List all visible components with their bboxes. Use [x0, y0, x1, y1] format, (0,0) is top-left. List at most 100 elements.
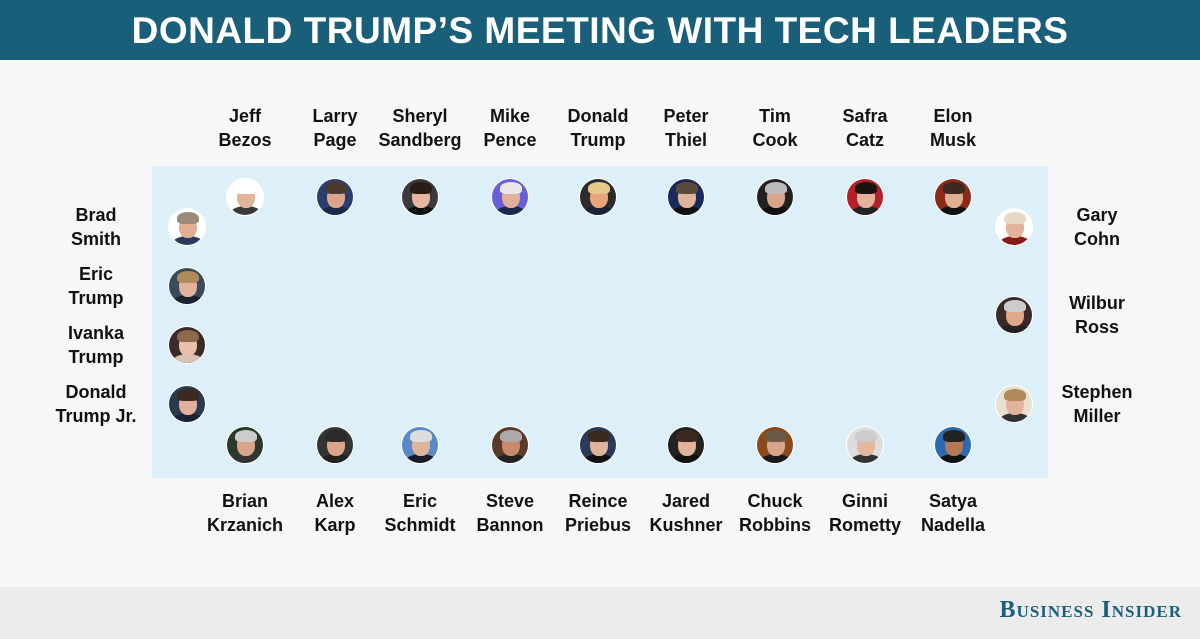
name-line-1: Ivanka — [67, 323, 125, 343]
name-line-2: Trump — [68, 288, 124, 308]
name-stephen-miller: Stephen Miller — [1042, 380, 1152, 428]
brand-logo: Business Insider — [999, 597, 1182, 623]
name-jared-kushner: Jared Kushner — [631, 489, 741, 537]
name-line-1: Gary — [1076, 205, 1118, 225]
avatar-brian-krzanich — [226, 426, 264, 464]
page-title: DONALD TRUMP’S MEETING WITH TECH LEADERS — [131, 9, 1069, 51]
name-line-1: Chuck — [747, 491, 803, 511]
name-mike-pence: Mike Pence — [455, 104, 565, 152]
avatar-ginni-rometty — [846, 426, 884, 464]
name-gary-cohn: Gary Cohn — [1042, 203, 1152, 251]
avatar-gary-cohn — [995, 208, 1033, 246]
avatar-peter-thiel — [667, 178, 705, 216]
name-line-1: Mike — [489, 106, 531, 126]
name-line-2: Catz — [845, 130, 884, 150]
name-line-2: Bezos — [218, 130, 272, 150]
name-line-2: Cook — [752, 130, 798, 150]
avatar-sheryl-sandberg — [401, 178, 439, 216]
name-line-1: Donald — [567, 106, 629, 126]
name-ginni-rometty: Ginni Rometty — [810, 489, 920, 537]
name-donald-trump: Donald Trump — [543, 104, 653, 152]
name-line-1: Wilbur — [1069, 293, 1125, 313]
name-line-1: Safra — [842, 106, 888, 126]
name-line-2: Smith — [70, 229, 121, 249]
avatar-steve-bannon — [491, 426, 529, 464]
avatar-elon-musk — [934, 178, 972, 216]
avatar-mike-pence — [491, 178, 529, 216]
name-reince-priebus: Reince Priebus — [543, 489, 653, 537]
name-line-1: Eric — [402, 491, 438, 511]
name-line-1: Elon — [933, 106, 973, 126]
avatar-reince-priebus — [579, 426, 617, 464]
name-line-2: Miller — [1073, 406, 1121, 426]
name-line-2: Krzanich — [206, 515, 284, 535]
name-line-2: Trump Jr. — [55, 406, 137, 426]
title-banner: DONALD TRUMP’S MEETING WITH TECH LEADERS — [0, 0, 1200, 60]
name-line-1: Reince — [568, 491, 628, 511]
name-eric-schmidt: Eric Schmidt — [365, 489, 475, 537]
name-line-2: Robbins — [739, 515, 811, 535]
name-line-1: Brian — [221, 491, 268, 511]
avatar-tim-cook — [756, 178, 794, 216]
name-alex-karp: Alex Karp — [280, 489, 390, 537]
avatar-donald-trump-jr — [168, 385, 206, 423]
name-satya-nadella: Satya Nadella — [898, 489, 1008, 537]
name-line-1: Jeff — [228, 106, 261, 126]
avatar-brad-smith — [168, 208, 206, 246]
name-line-2: Karp — [314, 515, 356, 535]
name-line-1: Tim — [759, 106, 791, 126]
avatar-chuck-robbins — [756, 426, 794, 464]
avatar-wilbur-ross — [995, 296, 1033, 334]
name-line-2: Kushner — [649, 515, 723, 535]
name-line-2: Priebus — [564, 515, 632, 535]
avatar-donald-trump — [579, 178, 617, 216]
name-line-1: Donald — [65, 382, 127, 402]
name-line-1: Eric — [78, 264, 114, 284]
name-line-2: Nadella — [920, 515, 986, 535]
name-line-2: Ross — [1074, 317, 1119, 337]
name-eric-trump: Eric Trump — [41, 262, 151, 310]
avatar-jared-kushner — [667, 426, 705, 464]
avatar-ivanka-trump — [168, 326, 206, 364]
name-sheryl-sandberg: Sheryl Sandberg — [365, 104, 475, 152]
name-line-2: Page — [313, 130, 357, 150]
name-line-1: Satya — [928, 491, 978, 511]
name-tim-cook: Tim Cook — [720, 104, 830, 152]
name-line-1: Sheryl — [392, 106, 448, 126]
avatar-satya-nadella — [934, 426, 972, 464]
avatar-stephen-miller — [995, 385, 1033, 423]
name-steve-bannon: Steve Bannon — [455, 489, 565, 537]
name-line-2: Trump — [570, 130, 626, 150]
name-line-2: Trump — [68, 347, 124, 367]
avatar-alex-karp — [316, 426, 354, 464]
name-line-1: Peter — [663, 106, 709, 126]
name-line-1: Larry — [312, 106, 358, 126]
name-line-2: Sandberg — [378, 130, 462, 150]
name-donald-trump-jr: Donald Trump Jr. — [41, 380, 151, 428]
name-jeff-bezos: Jeff Bezos — [190, 104, 300, 152]
name-elon-musk: Elon Musk — [898, 104, 1008, 152]
name-line-1: Jared — [661, 491, 711, 511]
name-line-1: Ginni — [842, 491, 888, 511]
name-ivanka-trump: Ivanka Trump — [41, 321, 151, 369]
name-line-1: Stephen — [1061, 382, 1133, 402]
name-line-2: Schmidt — [384, 515, 456, 535]
avatar-eric-trump — [168, 267, 206, 305]
avatar-larry-page — [316, 178, 354, 216]
name-line-2: Musk — [929, 130, 976, 150]
name-line-2: Thiel — [664, 130, 707, 150]
avatar-safra-catz — [846, 178, 884, 216]
name-line-1: Alex — [315, 491, 355, 511]
name-line-1: Brad — [75, 205, 117, 225]
name-line-2: Cohn — [1074, 229, 1120, 249]
avatar-jeff-bezos — [226, 178, 264, 216]
name-line-2: Pence — [483, 130, 537, 150]
name-brian-krzanich: Brian Krzanich — [190, 489, 300, 537]
name-safra-catz: Safra Catz — [810, 104, 920, 152]
name-larry-page: Larry Page — [280, 104, 390, 152]
name-line-2: Rometty — [828, 515, 901, 535]
name-wilbur-ross: Wilbur Ross — [1042, 291, 1152, 339]
name-chuck-robbins: Chuck Robbins — [720, 489, 830, 537]
name-peter-thiel: Peter Thiel — [631, 104, 741, 152]
avatar-eric-schmidt — [401, 426, 439, 464]
